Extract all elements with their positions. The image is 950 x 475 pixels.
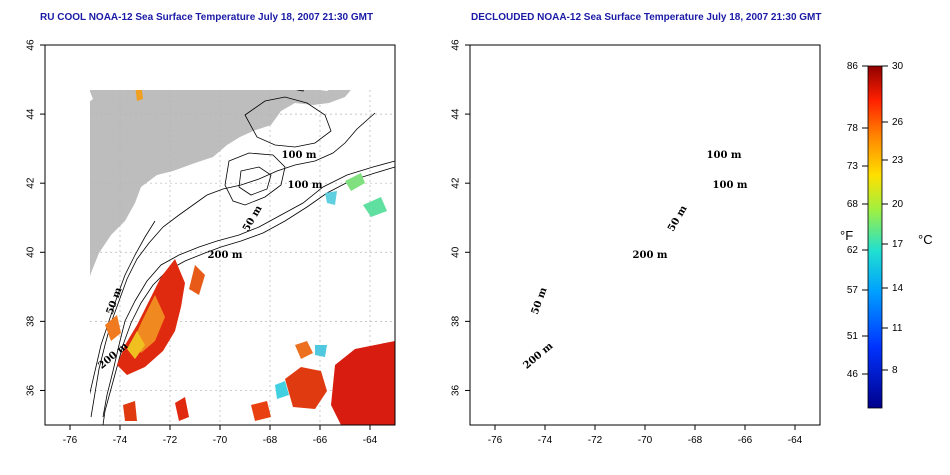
- lon-tick-label: -74: [538, 435, 553, 446]
- lat-tick-label: 46: [451, 39, 462, 51]
- fahrenheit-tick-label: 73: [847, 161, 859, 172]
- lat-tick-label: 36: [451, 384, 462, 396]
- contour-label: 100 m: [282, 150, 317, 161]
- celsius-tick-label: 17: [892, 239, 904, 250]
- lat-tick-label: 38: [451, 315, 462, 327]
- colorbar-ramp: [867, 65, 883, 409]
- contour-label: 100 m: [707, 150, 742, 161]
- left-panel-title: RU COOL NOAA-12 Sea Surface Temperature …: [40, 12, 374, 23]
- fahrenheit-tick-label: 86: [847, 61, 859, 72]
- right-map-frame: [469, 44, 821, 426]
- lat-tick-label: 36: [26, 384, 37, 396]
- left-map-panel: -76 -74 -72 -70 -68 -66 -64 36 38 40 42 44 46 100 m 1…: [26, 39, 396, 446]
- lon-tick-label: -66: [313, 435, 328, 446]
- contour-label: 200 m: [633, 250, 668, 261]
- celsius-tick-label: 8: [892, 365, 898, 376]
- fahrenheit-tick-label: 62: [847, 245, 859, 256]
- lat-tick-label: 44: [451, 108, 462, 120]
- lon-tick-label: -64: [788, 435, 803, 446]
- lat-tick-label: 46: [26, 39, 37, 51]
- contour-label: 50 m: [105, 286, 125, 316]
- contour-label: 50 m: [530, 286, 550, 316]
- fahrenheit-tick-label: 46: [847, 369, 859, 380]
- celsius-tick-label: 20: [892, 199, 904, 210]
- fahrenheit-tick-label: 51: [847, 331, 859, 342]
- lon-tick-label: -70: [213, 435, 228, 446]
- celsius-tick-label: 26: [892, 117, 904, 128]
- lat-tick-label: 38: [26, 315, 37, 327]
- lat-tick-label: 40: [26, 246, 37, 258]
- right-map-panel: -76 -74 -72 -70 -68 -66 -64 36 38 40 42 44 46 100 m 1…: [451, 39, 821, 446]
- celsius-tick-label: 11: [892, 323, 903, 334]
- lon-tick-label: -72: [163, 435, 178, 446]
- lat-tick-label: 40: [451, 246, 462, 258]
- lat-tick-label: 44: [26, 108, 37, 120]
- celsius-unit: °C: [918, 232, 933, 247]
- lat-tick-label: 42: [451, 177, 462, 189]
- celsius-tick-label: 14: [892, 283, 904, 294]
- contour-label: 50 m: [666, 204, 690, 234]
- contour-label: 100 m: [288, 180, 323, 191]
- lon-tick-label: -74: [113, 435, 128, 446]
- right-panel-title: DECLOUDED NOAA-12 Sea Surface Temperatur…: [471, 12, 822, 23]
- celsius-tick-label: 23: [892, 155, 904, 166]
- lon-tick-label: -64: [363, 435, 378, 446]
- lon-tick-label: -66: [738, 435, 753, 446]
- contour-label: 200 m: [208, 250, 243, 261]
- lon-tick-label: -72: [588, 435, 603, 446]
- contour-label: 100 m: [713, 180, 748, 191]
- celsius-tick-label: 30: [892, 61, 904, 72]
- lon-tick-label: -76: [63, 435, 78, 446]
- fahrenheit-tick-label: 68: [847, 199, 859, 210]
- lon-tick-label: -76: [488, 435, 503, 446]
- lon-tick-label: -68: [688, 435, 703, 446]
- fahrenheit-tick-label: 57: [847, 285, 859, 296]
- fahrenheit-tick-label: 78: [847, 123, 859, 134]
- contour-label: 200 m: [521, 340, 555, 371]
- lon-tick-label: -68: [263, 435, 278, 446]
- lon-tick-label: -70: [638, 435, 653, 446]
- lat-tick-label: 42: [26, 177, 37, 189]
- fahrenheit-unit: °F: [840, 228, 853, 243]
- contour-label: 50 m: [241, 204, 265, 234]
- temperature-colorbar: 86 78 73 68 62 57 51 46 30 26 23 20 17 14 11 8 °F °C: [840, 61, 933, 409]
